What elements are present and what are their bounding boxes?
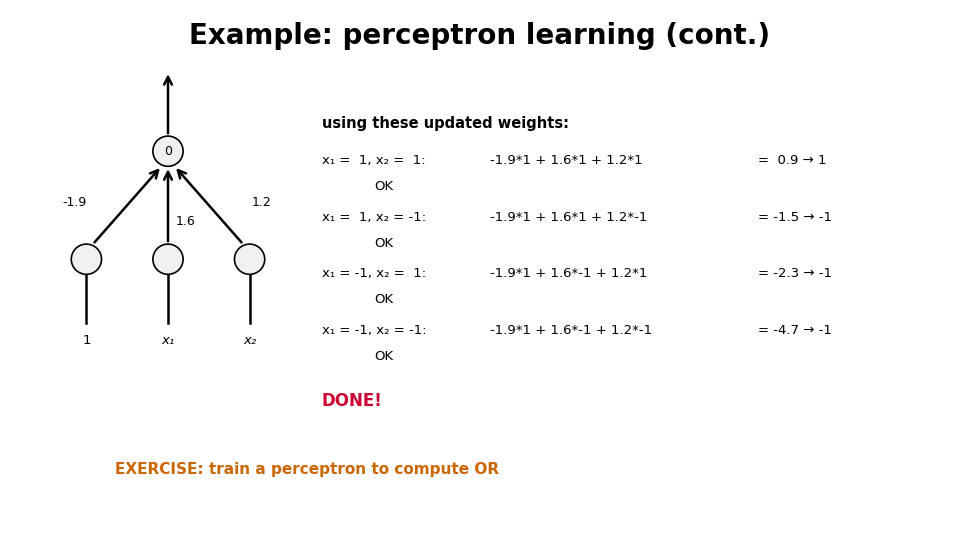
Text: x₁ = -1, x₂ =  1:: x₁ = -1, x₂ = 1:	[322, 267, 425, 280]
Text: 1.2: 1.2	[252, 196, 271, 209]
Text: x₁ =  1, x₂ =  1:: x₁ = 1, x₂ = 1:	[322, 154, 425, 167]
Text: OK: OK	[374, 350, 394, 363]
Text: -1.9*1 + 1.6*1 + 1.2*1: -1.9*1 + 1.6*1 + 1.2*1	[490, 154, 642, 167]
Text: -1.9*1 + 1.6*-1 + 1.2*-1: -1.9*1 + 1.6*-1 + 1.2*-1	[490, 324, 652, 337]
Text: = -1.5 → -1: = -1.5 → -1	[758, 211, 832, 224]
Text: EXERCISE: train a perceptron to compute OR: EXERCISE: train a perceptron to compute …	[115, 462, 499, 477]
Ellipse shape	[153, 136, 183, 166]
Text: 1.6: 1.6	[176, 215, 195, 228]
Text: x₁ =  1, x₂ = -1:: x₁ = 1, x₂ = -1:	[322, 211, 425, 224]
Ellipse shape	[153, 244, 183, 274]
Text: = -2.3 → -1: = -2.3 → -1	[758, 267, 832, 280]
Text: x₁ = -1, x₂ = -1:: x₁ = -1, x₂ = -1:	[322, 324, 426, 337]
Text: using these updated weights:: using these updated weights:	[322, 116, 568, 131]
Text: -1.9: -1.9	[62, 196, 87, 209]
Text: -1.9*1 + 1.6*-1 + 1.2*1: -1.9*1 + 1.6*-1 + 1.2*1	[490, 267, 647, 280]
Ellipse shape	[234, 244, 265, 274]
Ellipse shape	[71, 244, 102, 274]
Text: = -4.7 → -1: = -4.7 → -1	[758, 324, 832, 337]
Text: x₂: x₂	[243, 334, 256, 347]
Text: OK: OK	[374, 293, 394, 306]
Text: -1.9*1 + 1.6*1 + 1.2*-1: -1.9*1 + 1.6*1 + 1.2*-1	[490, 211, 647, 224]
Text: 0: 0	[164, 145, 172, 158]
Text: 1: 1	[83, 334, 90, 347]
Text: x₁: x₁	[161, 334, 175, 347]
Text: =  0.9 → 1: = 0.9 → 1	[758, 154, 827, 167]
Text: OK: OK	[374, 180, 394, 193]
Text: Example: perceptron learning (cont.): Example: perceptron learning (cont.)	[189, 22, 771, 50]
Text: DONE!: DONE!	[322, 392, 382, 409]
Text: OK: OK	[374, 237, 394, 249]
